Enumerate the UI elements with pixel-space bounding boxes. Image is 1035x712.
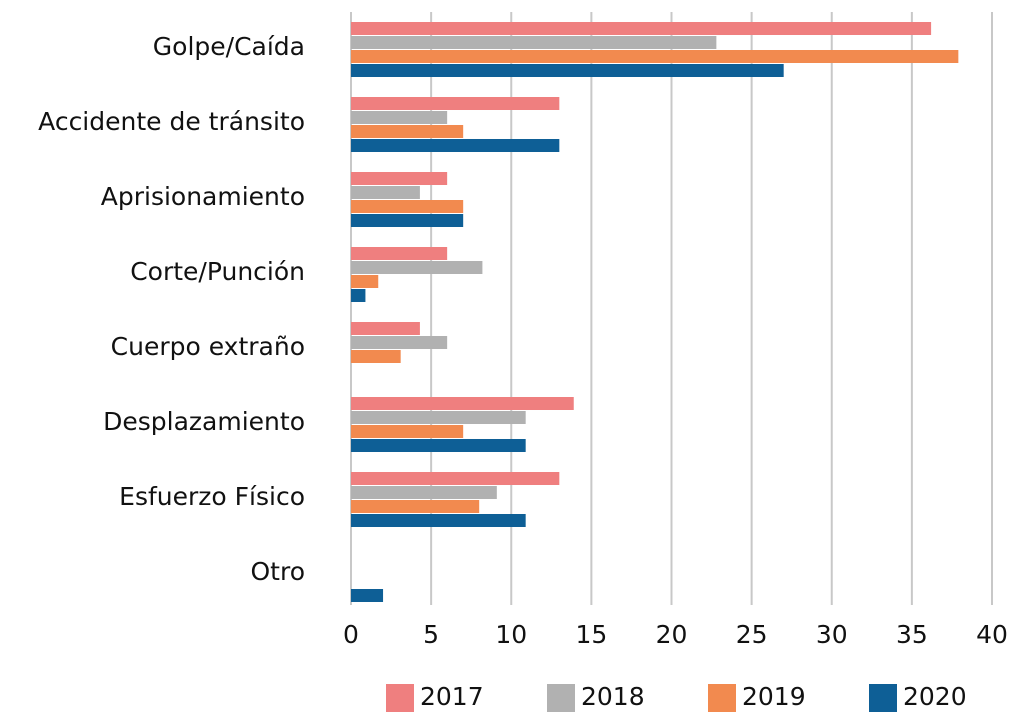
- x-tick-label: 25: [736, 620, 768, 649]
- y-tick-label: Cuerpo extraño: [111, 332, 305, 361]
- bar: [351, 486, 497, 499]
- bar: [351, 125, 464, 138]
- x-tick-label: 40: [976, 620, 1008, 649]
- bar: [351, 336, 448, 349]
- bar: [351, 472, 560, 485]
- bar: [351, 514, 526, 527]
- y-tick-label: Esfuerzo Físico: [119, 482, 305, 511]
- bar: [351, 261, 483, 274]
- bar: [351, 275, 379, 288]
- bar: [351, 186, 420, 199]
- bar: [351, 439, 526, 452]
- bar: [351, 139, 560, 152]
- bar: [351, 500, 480, 513]
- bar: [351, 411, 526, 424]
- bar: [351, 22, 932, 35]
- x-tick-label: 30: [816, 620, 848, 649]
- x-tick-label: 35: [896, 620, 928, 649]
- bar: [351, 214, 464, 227]
- x-tick-label: 5: [423, 620, 439, 649]
- bar: [351, 200, 464, 213]
- bar: [351, 247, 448, 260]
- legend-label: 2018: [581, 682, 645, 711]
- bar: [351, 97, 560, 110]
- legend-swatch: [708, 684, 736, 712]
- bar: [351, 64, 784, 77]
- y-tick-label: Aprisionamiento: [101, 182, 305, 211]
- legend-swatch: [547, 684, 575, 712]
- y-tick-label: Accidente de tránsito: [38, 107, 305, 136]
- bar: [351, 172, 448, 185]
- y-tick-label: Desplazamiento: [103, 407, 305, 436]
- x-tick-label: 15: [575, 620, 607, 649]
- legend-swatch: [386, 684, 414, 712]
- bar: [351, 425, 464, 438]
- bar: [351, 50, 959, 63]
- legend-label: 2017: [420, 682, 484, 711]
- bar: [351, 397, 574, 410]
- bar: [351, 111, 448, 124]
- legend-label: 2019: [742, 682, 806, 711]
- x-tick-label: 10: [495, 620, 527, 649]
- bar: [351, 322, 420, 335]
- bar: [351, 350, 401, 363]
- x-tick-label: 0: [343, 620, 359, 649]
- bar: [351, 589, 384, 602]
- x-tick-label: 20: [656, 620, 688, 649]
- y-tick-label: Otro: [250, 557, 305, 586]
- y-tick-label: Golpe/Caída: [153, 32, 305, 61]
- bar: [351, 289, 366, 302]
- legend-label: 2020: [903, 682, 967, 711]
- y-tick-label: Corte/Punción: [130, 257, 305, 286]
- legend-swatch: [869, 684, 897, 712]
- bar: [351, 36, 717, 49]
